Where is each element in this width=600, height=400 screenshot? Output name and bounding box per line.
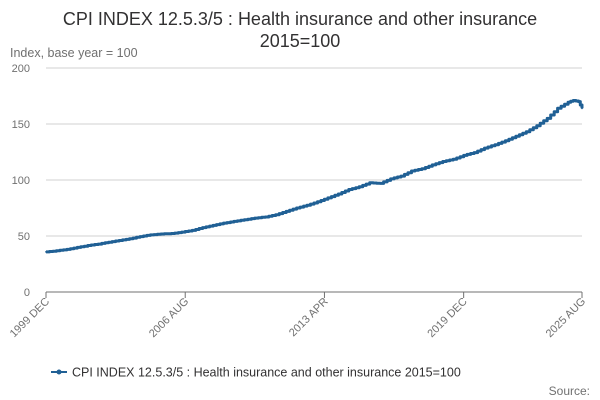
data-point (55, 249, 58, 252)
data-point (577, 100, 580, 103)
data-point (368, 181, 371, 184)
x-tick-label: 2006 AUG (147, 296, 191, 340)
data-point (572, 99, 575, 102)
grid-lines (46, 67, 582, 237)
legend-marker-icon (56, 369, 62, 375)
data-point (337, 193, 340, 195)
data-point (473, 151, 476, 154)
data-point (180, 231, 183, 233)
y-axis-ticks: 0 50 100 150 200 (12, 63, 30, 299)
source-label: Source: (548, 384, 590, 398)
data-point (139, 235, 141, 238)
data-point (274, 213, 277, 216)
x-tick-label: 1999 DEC (8, 296, 52, 340)
data-point (97, 243, 100, 245)
data-point (581, 107, 583, 110)
data-point (149, 233, 152, 236)
data-point (327, 197, 329, 199)
data-point (567, 101, 569, 104)
data-point (535, 124, 538, 127)
data-point (264, 216, 267, 218)
data-point (285, 210, 288, 213)
data-point (347, 188, 350, 191)
data-point (441, 160, 444, 163)
x-axis: 1999 DEC 2006 AUG 2013 APR 2019 DEC 2025 AUG (8, 291, 588, 340)
y-axis-label: Index, base year = 100 (10, 46, 138, 60)
data-point (243, 218, 246, 221)
data-point (201, 226, 204, 229)
y-tick-label: 150 (12, 119, 30, 131)
y-tick-label: 50 (18, 231, 30, 243)
x-tick-label: 2019 DEC (425, 296, 469, 340)
chart-title: CPI INDEX 12.5.3/5 : Health insurance an… (0, 8, 600, 52)
data-point (233, 220, 235, 223)
data-point (76, 246, 79, 249)
data-point (65, 248, 68, 251)
y-tick-label: 200 (12, 63, 30, 75)
y-tick-label: 100 (12, 175, 30, 187)
data-point (128, 237, 131, 240)
data-point (306, 204, 308, 207)
data-point (400, 175, 402, 177)
data-point (45, 251, 47, 253)
x-tick-label: 2025 AUG (544, 296, 588, 340)
legend-label: CPI INDEX 12.5.3/5 : Health insurance an… (72, 366, 461, 380)
data-point (316, 200, 319, 203)
data-point (483, 147, 486, 149)
data-point (410, 170, 413, 172)
x-tick-label: 2013 APR (287, 296, 331, 340)
y-tick-label: 0 (24, 287, 30, 299)
data-point (525, 130, 528, 133)
data-point (107, 241, 110, 244)
data-point (504, 139, 507, 142)
series-line (46, 99, 584, 254)
data-point (222, 222, 225, 225)
data-point (358, 185, 361, 188)
data-point (86, 244, 89, 247)
data-point (118, 239, 120, 242)
data-point (379, 182, 382, 185)
chart-title-line-2: 2015=100 (259, 31, 341, 51)
data-point (431, 163, 434, 166)
data-point (452, 158, 455, 161)
data-point (170, 232, 173, 235)
data-point (462, 154, 465, 157)
data-point (556, 107, 559, 110)
data-point (546, 117, 549, 120)
chart-title-line-1: CPI INDEX 12.5.3/5 : Health insurance an… (62, 9, 538, 29)
data-point (295, 207, 298, 209)
data-point (212, 224, 214, 227)
data-point (420, 167, 423, 170)
data-point (389, 177, 392, 180)
data-point (494, 143, 496, 146)
data-point (159, 233, 162, 235)
data-point (191, 229, 194, 232)
data-point (514, 135, 517, 138)
plot-area (45, 99, 584, 254)
legend[interactable]: CPI INDEX 12.5.3/5 : Health insurance an… (51, 366, 461, 380)
data-point (253, 217, 256, 219)
